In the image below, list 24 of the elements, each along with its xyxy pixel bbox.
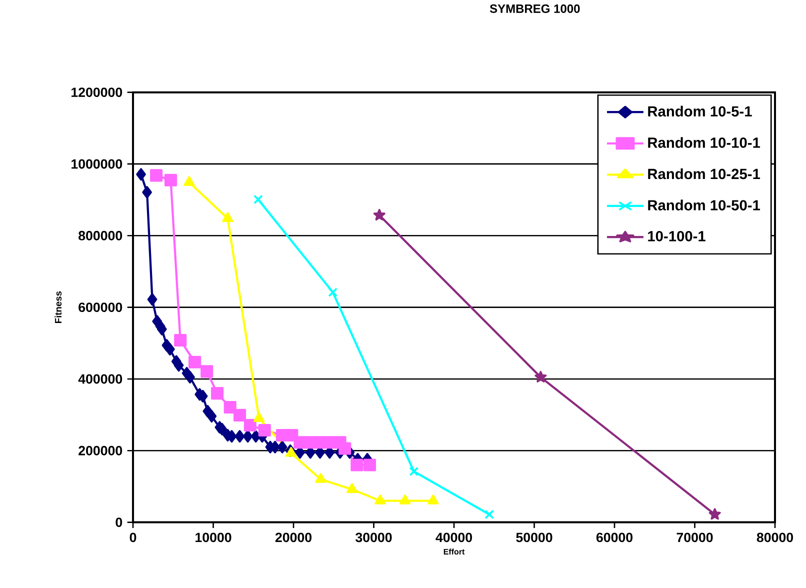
y-axis-title: Fitness <box>54 291 62 323</box>
x-tick-label: 40000 <box>436 532 472 542</box>
y-tick-label: 0 <box>116 517 122 527</box>
legend-label: Random 10-5-1 <box>648 106 752 116</box>
legend-label: Random 10-25-1 <box>648 168 760 179</box>
y-tick-label: 1200000 <box>72 87 122 97</box>
x-tick-label: 20000 <box>275 532 312 542</box>
x-tick-label: 60000 <box>596 532 632 542</box>
y-tick-label: 1000000 <box>72 159 122 169</box>
x-tick-label: 50000 <box>516 532 552 542</box>
x-axis-title: Effort <box>444 548 465 554</box>
x-tick-label: 0 <box>130 532 136 542</box>
x-tick-label: 70000 <box>676 532 713 542</box>
x-tick-label: 80000 <box>756 532 793 542</box>
legend-label: Random 10-50-1 <box>648 200 760 210</box>
y-tick-label: 600000 <box>78 302 122 312</box>
legend-label: 10-100-1 <box>648 230 706 242</box>
chart-title: SYMBREG 1000 <box>490 4 580 13</box>
y-tick-label: 800000 <box>78 230 122 240</box>
x-tick-label: 10000 <box>196 532 232 542</box>
legend-label: Random 10-10-1 <box>648 136 760 148</box>
y-tick-label: 400000 <box>78 374 122 384</box>
y-tick-label: 200000 <box>78 446 122 456</box>
x-tick-label: 30000 <box>356 532 392 542</box>
